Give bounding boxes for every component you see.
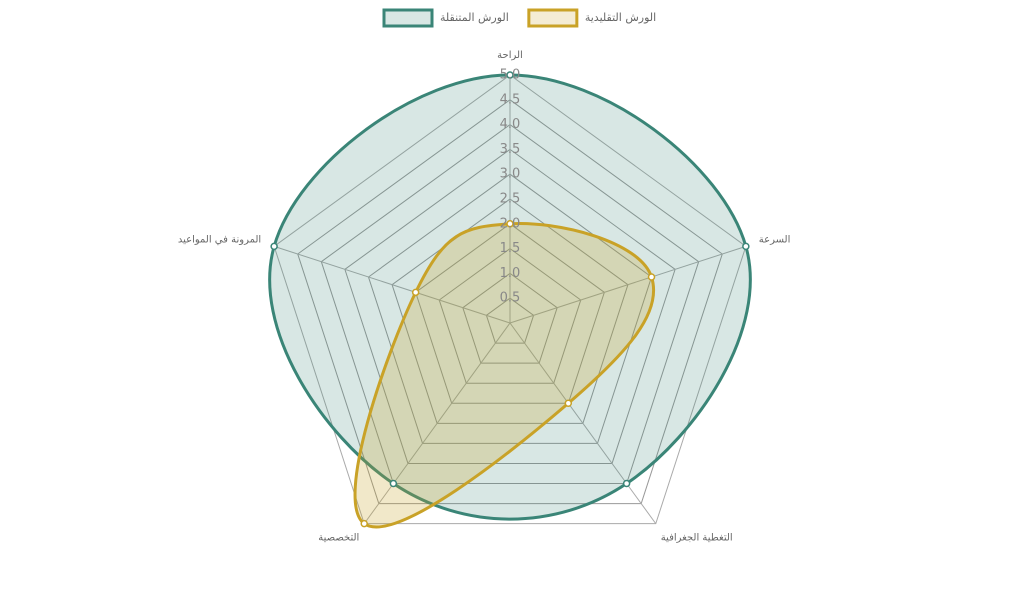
grid-ring	[485, 297, 535, 344]
r-tick-label: 0.5	[500, 291, 521, 306]
r-tick-label: 1.0	[500, 266, 521, 281]
grid-ring	[462, 272, 558, 364]
grid-ring	[297, 99, 723, 505]
axis-label: المرونة في المواعيد	[178, 235, 261, 246]
grid-ring	[320, 123, 700, 485]
data-point	[506, 71, 514, 79]
legend-label: الورش التقليدية	[585, 11, 656, 24]
r-tick-label: 1.5	[500, 241, 521, 256]
r-tick-label: 4.0	[500, 117, 521, 132]
data-point	[389, 479, 398, 488]
series-area	[268, 73, 752, 521]
grid-ring	[391, 198, 629, 424]
data-point	[647, 273, 656, 281]
angle-line	[273, 245, 511, 324]
grid-ring	[415, 223, 605, 404]
r-tick-label: 2.0	[500, 216, 521, 231]
r-tick-label: 5.0	[500, 68, 521, 83]
legend-swatch	[527, 8, 579, 28]
r-tick-label: 4.5	[500, 92, 521, 107]
r-tick-label: 3.0	[500, 167, 521, 182]
grid-ring	[344, 148, 676, 464]
legend-swatch	[382, 8, 434, 28]
data-point	[742, 242, 750, 251]
axis-label: التخصصية	[318, 532, 359, 543]
data-point	[360, 519, 368, 528]
data-point	[270, 242, 278, 251]
legend-label: الورش المتنقلة	[440, 11, 509, 24]
grid-ring	[367, 173, 653, 444]
r-tick-label: 3.5	[500, 142, 521, 157]
axis-label: الراحة	[497, 50, 523, 61]
data-point	[506, 220, 514, 228]
angle-line	[509, 322, 657, 524]
axis-label: السرعة	[759, 235, 791, 246]
axis-label: التغطية الجغرافية	[661, 532, 733, 543]
grid-ring	[273, 74, 747, 525]
data-point	[564, 399, 573, 408]
data-point	[622, 479, 631, 488]
r-tick-label: 2.5	[500, 192, 521, 207]
angle-line	[363, 322, 511, 524]
grid-ring	[438, 247, 582, 384]
data-point	[411, 288, 420, 297]
angle-line	[509, 245, 747, 324]
